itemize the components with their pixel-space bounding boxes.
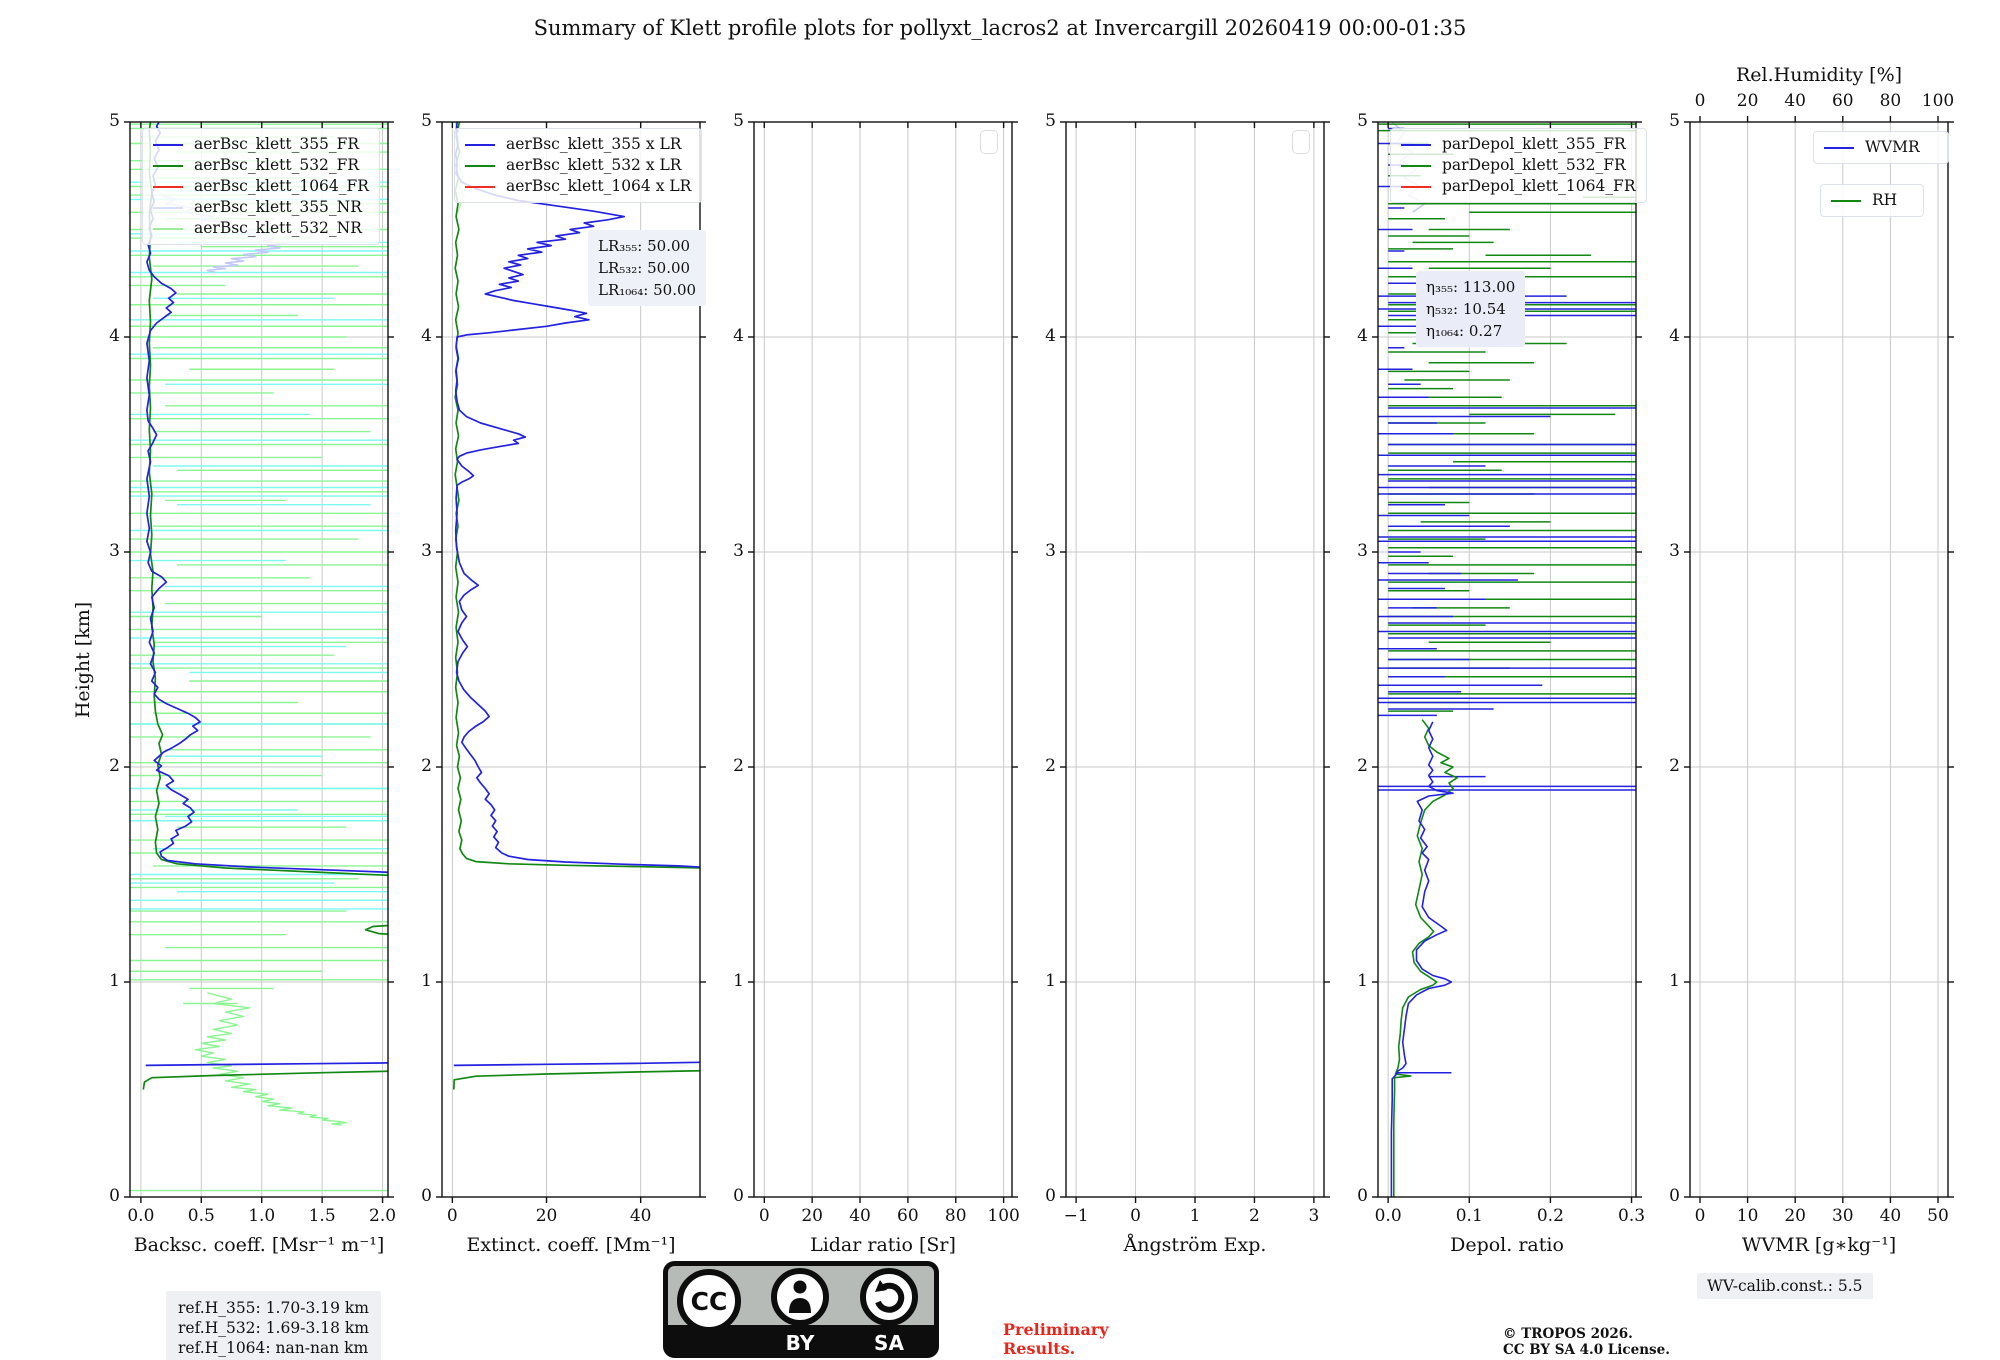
series-aerBsc_klett_355_xLR [454, 122, 700, 868]
panel-data-depol-ratio [1378, 122, 1636, 1197]
series-aerBsc_klett_532_FR [364, 924, 388, 935]
panel-depol-ratio [1372, 121, 1642, 1203]
series-parDepol_klett_532_FR [1393, 719, 1458, 1197]
figure-title: Summary of Klett profile plots for polly… [533, 16, 1467, 40]
series-aerBsc_klett_532_NR_low [194, 992, 347, 1126]
axes-spines [129, 121, 389, 1198]
series-aerBsc_klett_355_FR [146, 122, 388, 874]
svg-text:CC: CC [691, 1287, 728, 1316]
series-aerBsc_klett_532_FR [148, 122, 388, 877]
attribution-person-icon [771, 1268, 829, 1326]
cc-icon: CC [677, 1269, 741, 1333]
wv-calib-annotation: WV-calib.const.: 5.5 [1697, 1273, 1873, 1299]
panel-data-backscatter [130, 122, 388, 1192]
ref-h-355: ref.H_355: 1.70-3.19 km [178, 1299, 369, 1317]
panel-angstroem [1060, 121, 1330, 1203]
ref-height-annotation: ref.H_355: 1.70-3.19 km ref.H_532: 1.69-… [166, 1291, 381, 1360]
series-aerBsc_klett_532_FR [142, 1070, 388, 1090]
axes-spines [1377, 121, 1637, 1198]
copyright-line-2: CC BY SA 4.0 License. [1503, 1342, 1670, 1358]
axes-spines [753, 121, 1013, 1198]
panel-wvmr [1684, 116, 1954, 1203]
preliminary-line-2: Results. [1003, 1339, 1076, 1358]
copyright-note: © TROPOS 2026. CC BY SA 4.0 License. [1503, 1326, 1670, 1358]
cc-sa-label: SA [874, 1331, 904, 1355]
panel-backscatter [124, 121, 394, 1203]
panel-extinction [436, 121, 706, 1203]
series-aerBsc_klett_355_FR [145, 1062, 388, 1067]
cc-badge-graphic: CC BY SA [663, 1261, 939, 1358]
series-parDepol_355_NR_trace [1391, 122, 1426, 213]
preliminary-note: Preliminary Results. [1003, 1320, 1109, 1358]
series-aerBsc_klett_532_xLR [452, 1069, 700, 1090]
cc-by-sa-badge: CC BY SA [663, 1261, 939, 1358]
axes-spines [441, 121, 701, 1198]
series-aerBsc_klett_355_xLR [453, 1061, 700, 1067]
ref-h-532: ref.H_532: 1.69-3.18 km [178, 1319, 369, 1337]
axes-spines [1689, 121, 1949, 1198]
panel-lidar-ratio [748, 121, 1018, 1203]
series-aerBsc_klett_532_xLR [454, 122, 700, 869]
series-parDepol_klett_355_FR [1390, 721, 1454, 1197]
copyright-line-1: © TROPOS 2026. [1503, 1326, 1633, 1342]
cc-by-label: BY [786, 1331, 815, 1355]
panel-data-extinction [452, 122, 700, 1090]
share-alike-icon [860, 1268, 918, 1326]
preliminary-line-1: Preliminary [1003, 1320, 1109, 1339]
ref-h-1064: ref.H_1064: nan-nan km [178, 1339, 369, 1357]
